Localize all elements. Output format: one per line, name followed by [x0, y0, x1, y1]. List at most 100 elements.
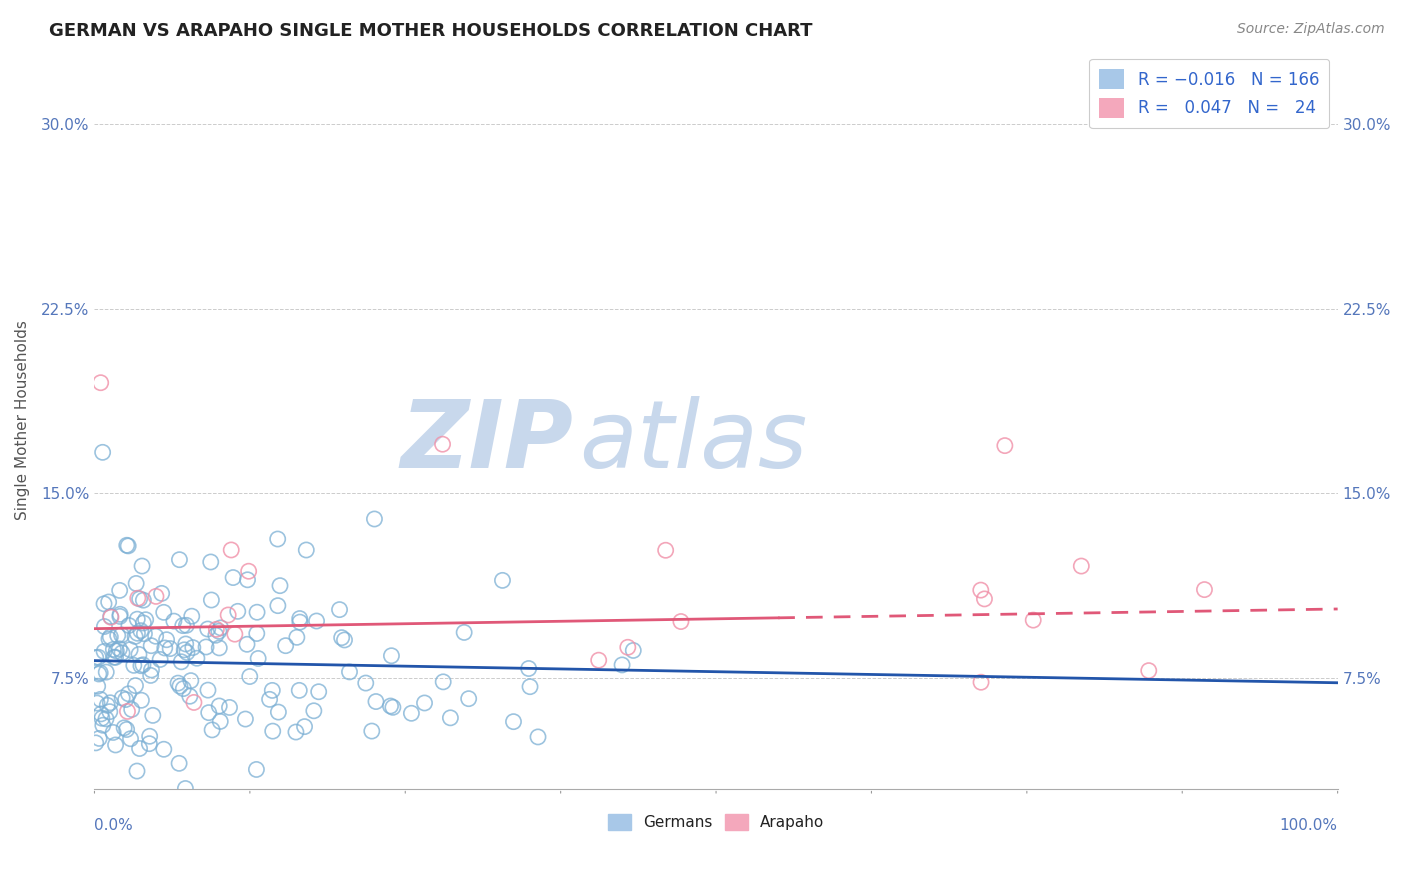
Point	[179, 690, 201, 704]
Point	[197, 683, 219, 698]
Point	[1022, 613, 1045, 627]
Point	[288, 615, 311, 629]
Point	[236, 637, 259, 651]
Point	[453, 625, 475, 640]
Point	[262, 724, 284, 739]
Point	[401, 706, 423, 721]
Point	[141, 663, 163, 677]
Point	[617, 640, 640, 655]
Point	[588, 653, 610, 667]
Point	[97, 595, 120, 609]
Point	[200, 555, 222, 569]
Text: 0.0%: 0.0%	[94, 818, 134, 833]
Point	[262, 683, 284, 698]
Point	[380, 698, 402, 713]
Text: atlas: atlas	[579, 396, 807, 487]
Point	[115, 538, 138, 552]
Point	[100, 609, 122, 624]
Text: GERMAN VS ARAPAHO SINGLE MOTHER HOUSEHOLDS CORRELATION CHART: GERMAN VS ARAPAHO SINGLE MOTHER HOUSEHOL…	[49, 22, 813, 40]
Point	[135, 613, 157, 627]
Point	[295, 543, 318, 558]
Point	[129, 658, 152, 673]
Point	[432, 674, 454, 689]
Point	[127, 626, 149, 640]
Point	[108, 641, 131, 656]
Point	[104, 650, 127, 665]
Point	[155, 632, 177, 647]
Point	[1137, 664, 1160, 678]
Point	[610, 657, 633, 672]
Point	[87, 650, 110, 665]
Point	[89, 692, 111, 706]
Point	[100, 610, 122, 624]
Point	[208, 624, 231, 639]
Point	[132, 615, 155, 630]
Point	[209, 621, 232, 635]
Point	[117, 539, 139, 553]
Point	[163, 614, 186, 628]
Point	[172, 681, 194, 696]
Point	[274, 639, 297, 653]
Point	[98, 632, 121, 646]
Point	[104, 738, 127, 752]
Point	[330, 631, 353, 645]
Point	[125, 576, 148, 591]
Point	[247, 651, 270, 665]
Point	[654, 543, 676, 558]
Point	[84, 736, 107, 750]
Point	[269, 579, 291, 593]
Point	[226, 604, 249, 618]
Point	[111, 690, 134, 705]
Point	[173, 643, 195, 657]
Point	[91, 445, 114, 459]
Point	[153, 742, 176, 756]
Point	[122, 658, 145, 673]
Point	[259, 692, 281, 706]
Point	[169, 552, 191, 566]
Point	[114, 692, 136, 706]
Point	[239, 669, 262, 683]
Point	[138, 737, 160, 751]
Point	[98, 705, 121, 719]
Point	[150, 586, 173, 600]
Point	[170, 655, 193, 669]
Point	[200, 593, 222, 607]
Point	[183, 695, 205, 709]
Point	[93, 619, 115, 633]
Point	[527, 730, 550, 744]
Legend: Germans, Arapaho: Germans, Arapaho	[602, 808, 830, 836]
Point	[246, 626, 269, 640]
Text: ZIP: ZIP	[401, 396, 574, 488]
Point	[132, 657, 155, 672]
Point	[149, 652, 172, 666]
Point	[105, 644, 128, 658]
Point	[360, 724, 382, 739]
Point	[970, 675, 993, 690]
Point	[245, 763, 267, 777]
Point	[96, 698, 118, 713]
Point	[90, 376, 112, 390]
Point	[172, 618, 194, 632]
Text: 100.0%: 100.0%	[1279, 818, 1337, 833]
Point	[621, 643, 644, 657]
Point	[98, 630, 121, 644]
Point	[131, 559, 153, 574]
Point	[132, 593, 155, 607]
Point	[197, 622, 219, 636]
Point	[973, 591, 995, 606]
Text: Source: ZipAtlas.com: Source: ZipAtlas.com	[1237, 22, 1385, 37]
Point	[167, 756, 190, 771]
Point	[129, 624, 152, 638]
Point	[517, 661, 540, 675]
Point	[96, 665, 118, 680]
Point	[103, 642, 125, 657]
Point	[994, 439, 1017, 453]
Point	[491, 574, 513, 588]
Point	[217, 607, 239, 622]
Point	[117, 687, 139, 701]
Point	[110, 628, 132, 642]
Point	[125, 764, 148, 778]
Point	[117, 705, 139, 719]
Point	[186, 651, 208, 665]
Point	[167, 676, 190, 690]
